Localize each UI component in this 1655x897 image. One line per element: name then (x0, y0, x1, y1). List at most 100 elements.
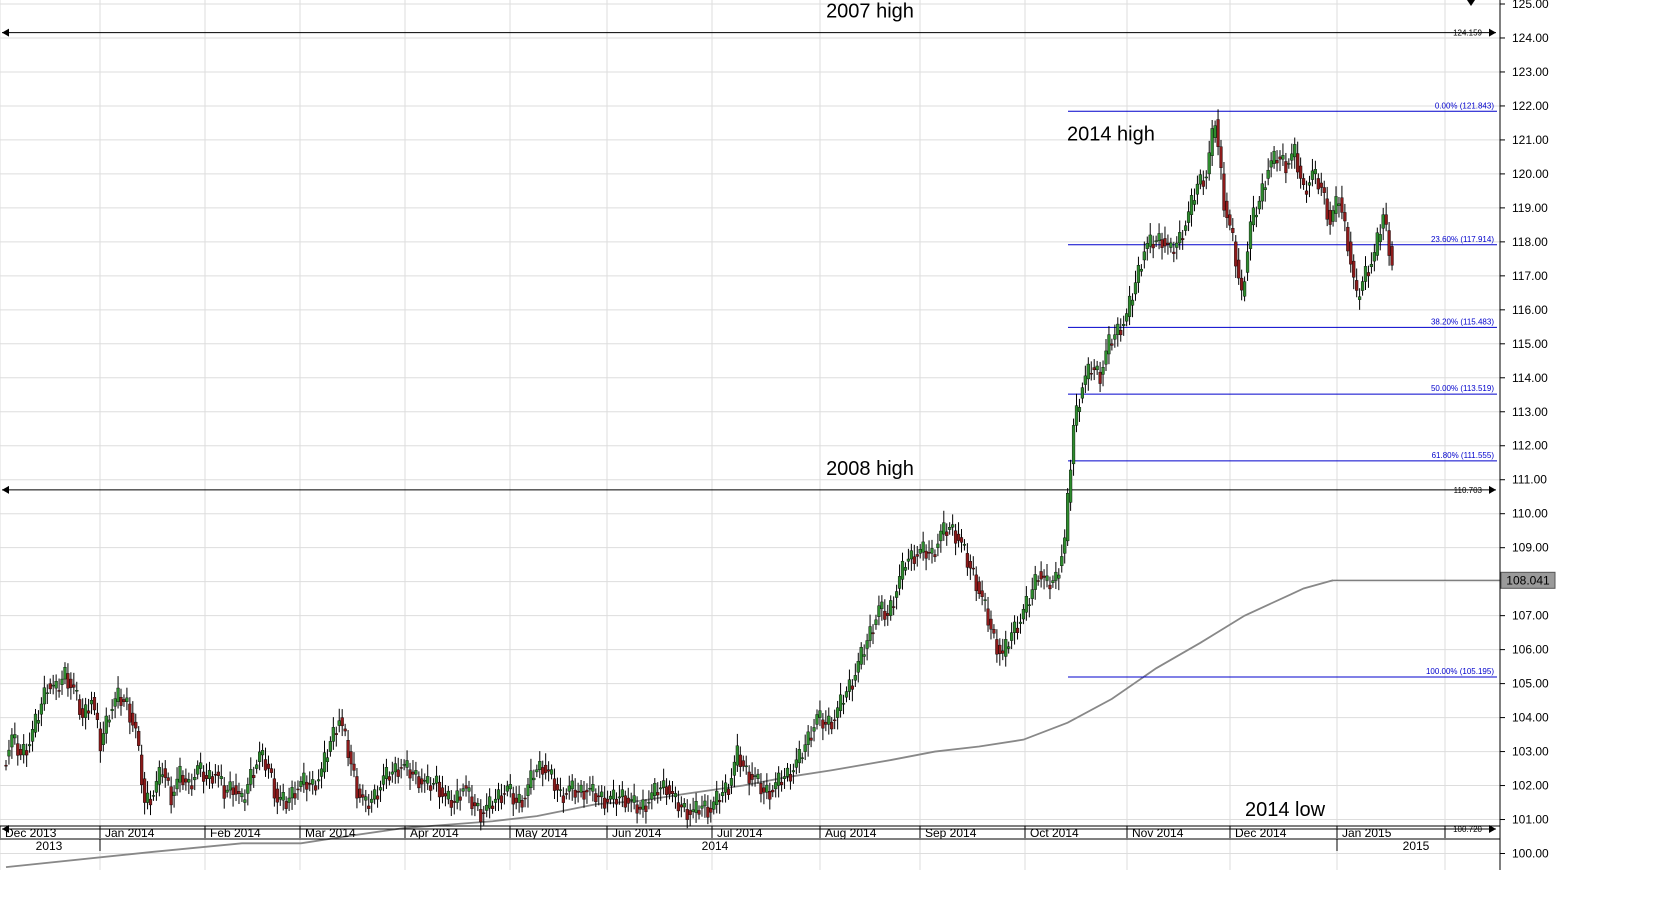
candle-body (679, 804, 683, 808)
candle-body (1142, 251, 1146, 261)
candle-body (455, 790, 459, 803)
y-tick-label: 125.00 (1512, 0, 1549, 11)
candle-body (1136, 264, 1141, 283)
candle-body (1163, 238, 1167, 247)
candle-body (22, 744, 26, 756)
candle-body (771, 789, 775, 793)
candle-body (638, 806, 642, 810)
candle-body (110, 709, 114, 711)
candle-body (685, 809, 689, 820)
candle-body (824, 721, 828, 725)
candle-body (1293, 144, 1297, 158)
candle-body (762, 787, 766, 793)
candle-body (1307, 182, 1312, 186)
level-annotation: 2007 high (826, 1, 914, 23)
moving-average-layer (5, 579, 1500, 868)
candle-body (493, 798, 498, 803)
candle-body (918, 548, 922, 554)
candle-body (856, 661, 860, 673)
candle-body (157, 767, 161, 785)
candle-body (968, 561, 972, 569)
candle-body (92, 696, 97, 711)
candle-body (308, 783, 312, 785)
candle-body (1098, 371, 1102, 384)
candle-body (611, 789, 616, 800)
candle-body (1021, 608, 1026, 620)
candle-body (785, 767, 790, 777)
y-tick-label: 105.00 (1512, 677, 1549, 691)
candle-body (1213, 125, 1217, 138)
candle-body (429, 785, 433, 791)
y-tick-label: 116.00 (1512, 303, 1548, 317)
candle-body (924, 550, 928, 559)
candle-body (1331, 210, 1335, 222)
candle-body (1242, 281, 1247, 297)
candle-body (1310, 170, 1315, 180)
x-month-label: Mar 2014 (305, 826, 356, 840)
candle-body (1278, 156, 1282, 160)
candle-body (561, 795, 565, 803)
candle-body (741, 760, 745, 767)
candle-body (222, 785, 226, 799)
fibonacci-levels-layer: 0.00% (121.843) 23.60% (117.914) 38.20% (1… (1068, 101, 1497, 678)
candle-body (892, 606, 896, 608)
candle-body (98, 728, 102, 752)
candle-body (193, 777, 197, 781)
candle-body (36, 720, 41, 724)
candle-body (396, 769, 400, 777)
candle-body (647, 801, 651, 804)
candle-body (375, 795, 380, 800)
candle-body (570, 780, 574, 790)
candle-body (912, 556, 916, 564)
candle-body (485, 804, 489, 811)
candle-body (576, 791, 580, 793)
candle-body (225, 789, 229, 793)
candle-body (1319, 182, 1323, 188)
candle-body (95, 712, 100, 720)
candle-body (479, 809, 483, 823)
y-tick-label: 119.00 (1512, 201, 1548, 215)
candle-body (63, 667, 67, 680)
y-tick-label: 118.00 (1512, 235, 1548, 249)
candle-body (1198, 174, 1202, 185)
candle-body (1184, 225, 1188, 231)
candle-body (614, 798, 619, 805)
candle-body (432, 783, 436, 785)
left-arrow-icon (2, 485, 9, 494)
candle-body (1042, 575, 1046, 578)
y-tick-label: 121.00 (1512, 133, 1549, 147)
candle-body (81, 708, 85, 718)
candle-body (1304, 190, 1309, 195)
candle-body (240, 793, 244, 798)
candle-body (1343, 212, 1347, 222)
candle-body (659, 787, 663, 790)
candle-body (1290, 153, 1294, 161)
candle-body (84, 704, 88, 718)
candle-body (30, 729, 35, 742)
candle-body (821, 719, 825, 729)
y-tick-label: 106.00 (1512, 643, 1549, 657)
candle-body (1113, 334, 1117, 340)
candle-body (868, 626, 872, 641)
candle-body (163, 768, 167, 778)
candle-body (1195, 183, 1200, 195)
candle-body (1004, 639, 1008, 657)
candle-body (201, 771, 206, 782)
candle-body (426, 776, 430, 784)
candle-body (806, 731, 810, 745)
candle-body (184, 778, 188, 783)
candle-body (1272, 150, 1276, 164)
candle-body (756, 773, 760, 779)
candle-body (1366, 272, 1371, 277)
candle-body (948, 527, 952, 530)
candle-body (423, 780, 427, 782)
candle-body (60, 678, 64, 685)
candle-body (278, 797, 282, 800)
candle-body (1051, 580, 1055, 583)
candle-body (965, 553, 969, 568)
candle-body (526, 784, 530, 796)
candle-body (718, 800, 722, 803)
candle-body (538, 761, 542, 770)
candle-body (608, 795, 613, 800)
candle-body (1125, 313, 1129, 322)
